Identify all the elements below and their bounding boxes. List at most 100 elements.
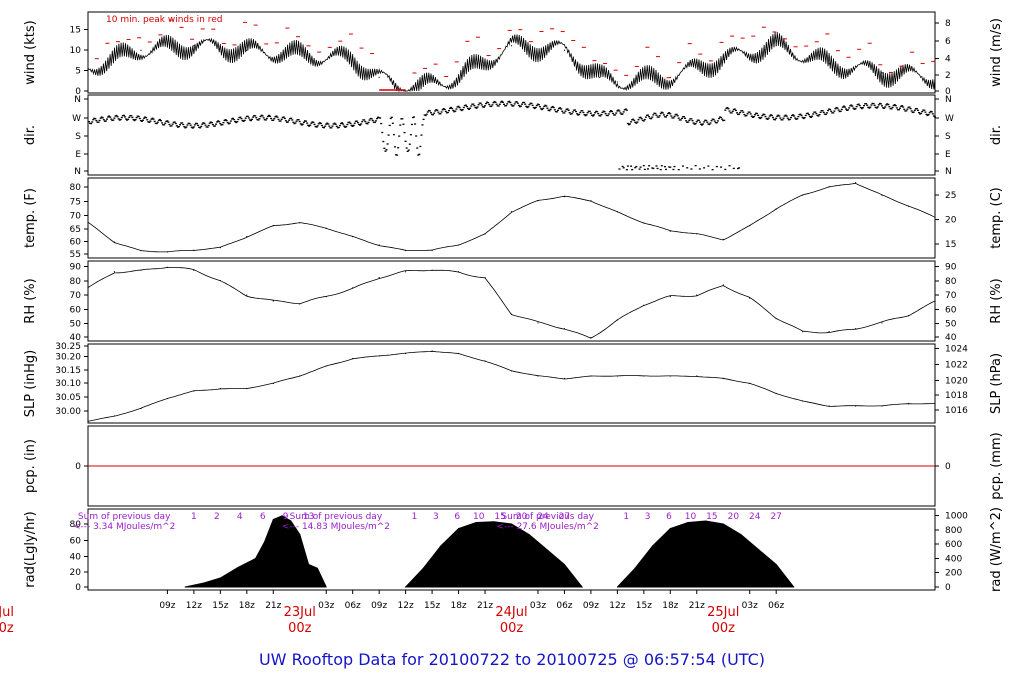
- data-point-temp: [431, 249, 433, 252]
- hour-label: 6: [666, 512, 672, 522]
- direction-mark: [796, 118, 799, 120]
- direction-mark: [378, 117, 381, 119]
- direction-mark: [652, 114, 655, 116]
- direction-mark: [264, 119, 267, 121]
- direction-mark: [674, 114, 677, 116]
- data-point-temp: [166, 251, 169, 253]
- data-point-wind: [775, 45, 777, 47]
- direction-mark: [909, 107, 912, 110]
- direction-mark: [205, 126, 208, 128]
- data-point-temp: [749, 225, 751, 227]
- direction-mark: [770, 114, 773, 117]
- direction-mark: [483, 105, 486, 107]
- direction-mark: [716, 120, 719, 122]
- direction-mark: [291, 119, 294, 121]
- direction-mark: [114, 115, 117, 117]
- direction-mark: [403, 131, 406, 134]
- data-point-slp: [431, 350, 433, 352]
- data-point-rh: [749, 297, 751, 299]
- y-axis-label-left: pcp. (in): [23, 439, 38, 493]
- day-time-label: 00z: [0, 621, 14, 636]
- data-point-wind: [616, 81, 618, 83]
- direction-mark: [886, 103, 889, 105]
- direction-mark: [651, 167, 654, 169]
- direction-mark: [696, 119, 699, 121]
- direction-mark: [390, 116, 393, 118]
- direction-mark: [234, 120, 237, 123]
- direction-mark: [238, 116, 241, 119]
- panel-frame: [87, 260, 936, 342]
- direction-mark: [96, 121, 99, 123]
- direction-mark: [555, 111, 558, 113]
- direction-mark: [695, 121, 698, 123]
- direction-mark: [433, 112, 436, 114]
- direction-mark: [445, 112, 448, 114]
- direction-mark: [218, 121, 221, 123]
- data-point-temp: [272, 225, 274, 227]
- direction-mark: [510, 104, 513, 106]
- direction-mark: [194, 122, 197, 124]
- direction-mark: [701, 124, 704, 126]
- radiation-point: [511, 523, 512, 525]
- direction-mark: [705, 119, 708, 122]
- data-point-temp: [643, 222, 645, 224]
- direction-mark: [320, 124, 323, 127]
- direction-mark: [724, 168, 727, 171]
- direction-mark: [495, 103, 498, 105]
- direction-mark: [130, 115, 133, 117]
- hour-label: 20: [728, 512, 740, 522]
- direction-mark: [540, 108, 543, 110]
- direction-mark: [873, 104, 876, 107]
- direction-mark: [820, 110, 823, 112]
- direction-mark: [804, 114, 807, 117]
- direction-mark: [626, 165, 629, 167]
- direction-mark: [428, 110, 431, 112]
- daily-sum-value: <--- 14.83 MJoules/m^2: [282, 522, 390, 532]
- direction-mark: [732, 108, 735, 111]
- direction-mark: [197, 124, 200, 127]
- direction-mark: [307, 124, 310, 126]
- day-time-label: 00z: [288, 621, 312, 636]
- direction-mark: [676, 115, 679, 117]
- radiation-area: [617, 520, 795, 588]
- direction-mark: [608, 111, 611, 113]
- direction-mark: [584, 115, 587, 117]
- data-point-temp: [590, 200, 592, 202]
- direction-mark: [223, 119, 226, 122]
- data-point-rh: [881, 322, 883, 324]
- direction-mark: [624, 108, 627, 110]
- direction-mark: [819, 111, 822, 113]
- direction-mark: [852, 107, 855, 109]
- direction-mark: [123, 116, 126, 118]
- direction-mark: [478, 102, 481, 104]
- radiation-point: [528, 534, 530, 535]
- radiation-point: [184, 586, 186, 588]
- direction-mark: [722, 119, 725, 122]
- y-tick-label-left: 10: [70, 46, 82, 56]
- direction-mark: [748, 111, 751, 113]
- direction-mark: [144, 116, 147, 118]
- direction-mark: [380, 122, 383, 125]
- direction-mark: [164, 122, 167, 124]
- direction-mark: [125, 118, 128, 120]
- radiation-point: [255, 558, 257, 559]
- radiation-point: [299, 534, 301, 535]
- y-axis-label-right: dir.: [989, 125, 1004, 145]
- direction-mark: [313, 123, 316, 126]
- direction-mark: [389, 117, 392, 120]
- direction-mark: [404, 140, 407, 142]
- direction-mark: [896, 109, 899, 111]
- direction-mark: [257, 119, 260, 121]
- direction-mark: [88, 121, 90, 123]
- direction-mark: [282, 116, 285, 118]
- hour-label: 1: [623, 512, 629, 522]
- y-tick-label-right: 1020: [945, 377, 968, 387]
- direction-mark: [629, 123, 632, 125]
- direction-mark: [815, 112, 818, 115]
- direction-mark: [370, 118, 373, 120]
- direction-mark: [926, 114, 929, 117]
- direction-mark: [690, 168, 693, 170]
- data-point-wind: [87, 67, 89, 69]
- direction-mark: [474, 106, 477, 109]
